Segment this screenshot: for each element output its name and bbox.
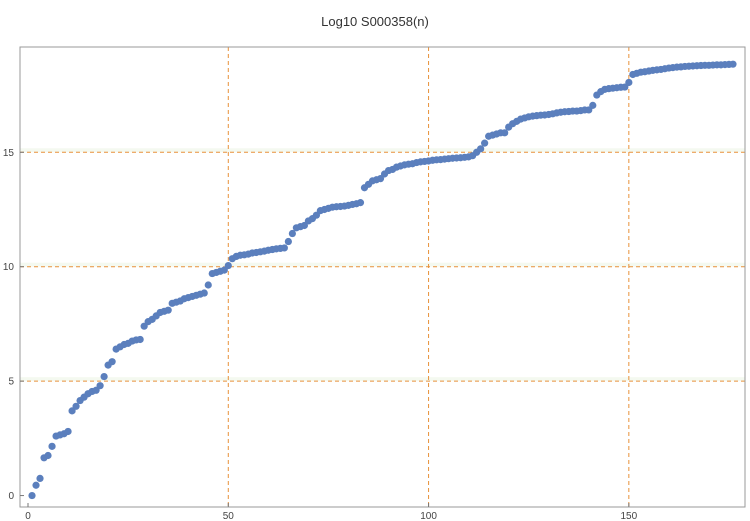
grid-band xyxy=(20,148,745,153)
data-point xyxy=(477,145,485,153)
plot-border xyxy=(19,46,746,508)
data-point xyxy=(729,60,737,68)
data-point xyxy=(589,101,597,109)
y-tick-label: 15 xyxy=(3,148,15,159)
data-point xyxy=(136,335,144,344)
y-tick-label: 0 xyxy=(8,491,14,502)
data-point xyxy=(72,402,80,410)
data-point xyxy=(481,139,489,147)
data-point xyxy=(44,451,52,460)
chart-title: Log10 S000358(n) xyxy=(321,14,429,29)
data-point xyxy=(164,306,172,314)
data-point xyxy=(32,481,40,489)
data-point xyxy=(625,78,633,87)
data-point xyxy=(284,237,292,246)
x-tick-label: 100 xyxy=(420,511,437,521)
axis-ticks: 0 50 100 150 0 5 10 15 xyxy=(3,148,638,521)
grid-band xyxy=(20,262,745,267)
data-point xyxy=(501,129,509,137)
data-point xyxy=(280,244,288,252)
data-point xyxy=(64,427,72,436)
x-tick-label: 50 xyxy=(223,511,235,521)
plot-bands xyxy=(20,148,745,382)
data-point xyxy=(204,281,212,289)
data-point xyxy=(96,382,104,390)
y-tick-label: 5 xyxy=(8,377,14,388)
y-tick-label: 10 xyxy=(3,262,15,273)
data-point xyxy=(288,229,296,238)
data-point xyxy=(356,199,365,207)
data-points xyxy=(28,60,737,500)
data-point xyxy=(224,261,232,270)
data-point xyxy=(36,474,44,482)
data-point xyxy=(100,372,108,381)
data-point xyxy=(28,491,36,500)
gridlines xyxy=(20,47,745,507)
x-tick-label: 0 xyxy=(25,511,31,521)
data-point xyxy=(48,442,56,450)
data-point xyxy=(200,289,208,297)
data-point xyxy=(108,358,116,366)
plot-frame xyxy=(19,46,746,508)
x-tick-label: 150 xyxy=(620,511,637,521)
grid-band xyxy=(20,377,745,382)
